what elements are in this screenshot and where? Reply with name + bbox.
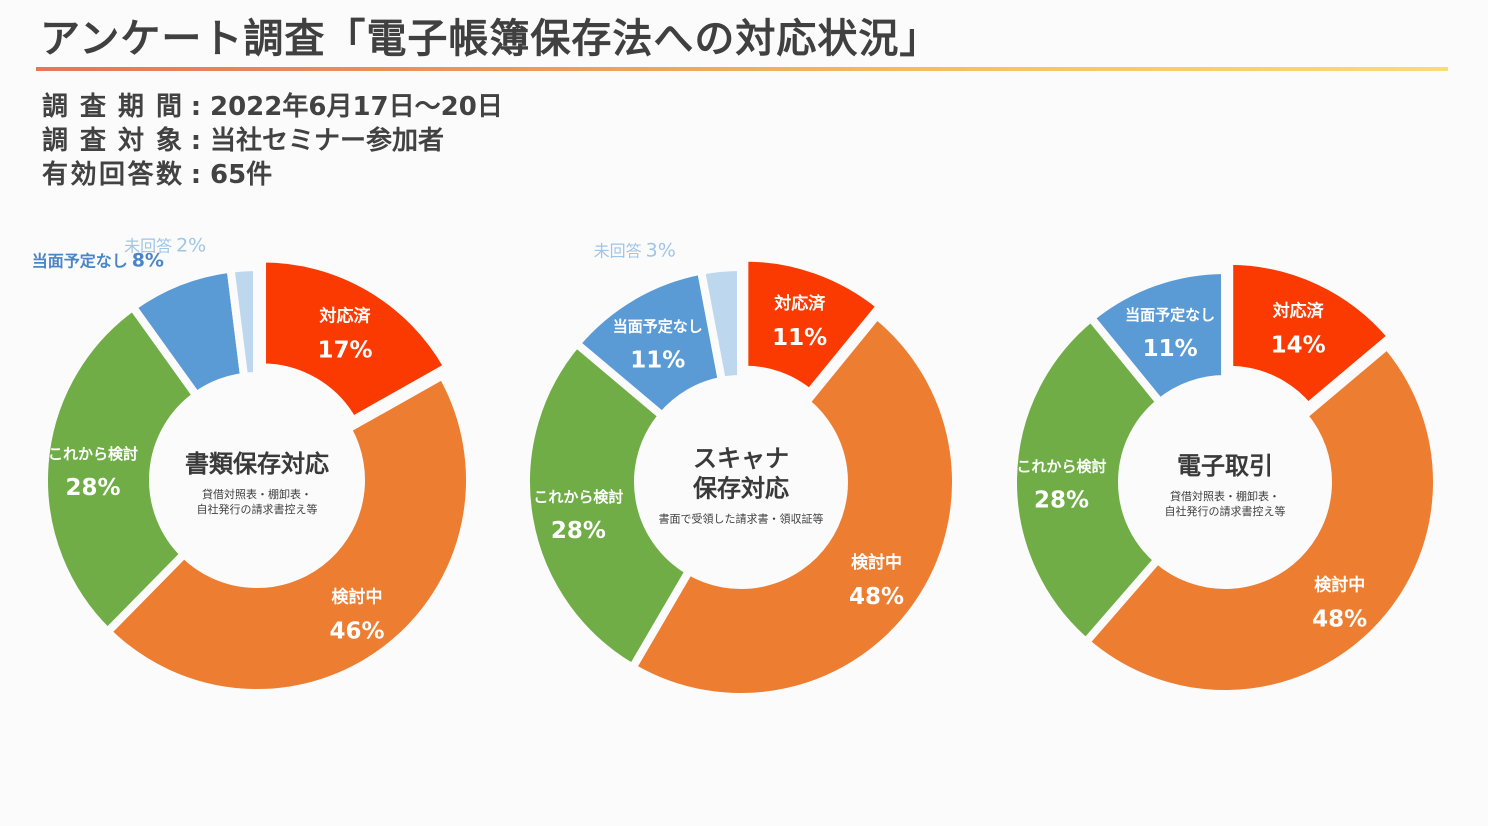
survey-target-sep: : xyxy=(190,126,202,156)
page-title: アンケート調査「電子帳簿保存法への対応状況」 xyxy=(40,16,941,62)
slice-5 xyxy=(697,263,745,385)
survey-count-sep: : xyxy=(190,160,202,190)
slice-value: 48% xyxy=(1312,607,1367,633)
survey-period-row: 調査期間 : 2022年6月17日〜20日 xyxy=(42,90,503,124)
slice-5 xyxy=(226,263,261,381)
slice-value: 11% xyxy=(630,348,685,374)
slice-value: 3% xyxy=(646,239,676,261)
slice-3 xyxy=(40,302,201,636)
survey-target-label: 調査対象 xyxy=(42,126,182,156)
center-title: スキャナ xyxy=(693,445,789,473)
slice-value: 48% xyxy=(849,584,904,610)
center-title: 書類保存対応 xyxy=(185,450,329,478)
slice-4 xyxy=(1086,266,1229,407)
slice-value: 14% xyxy=(1271,333,1326,359)
slice-label: 対応済 xyxy=(1272,301,1325,322)
survey-target-row: 調査対象 : 当社セミナー参加者 xyxy=(42,124,503,158)
center-subtitle: 貸借対照表・棚卸表・ xyxy=(202,487,312,501)
slice-value: 11% xyxy=(1143,336,1198,362)
slice-label: 検討中 xyxy=(331,587,382,608)
slice-label: 対応済 xyxy=(319,305,372,326)
slice-label: 検討中 xyxy=(851,552,902,573)
slice-value: 8% xyxy=(132,249,164,271)
slice-1 xyxy=(740,253,885,397)
slice-value: 28% xyxy=(65,475,120,501)
donut-chart-1: 対応済 17% 検討中 46% これから検討 28% 当面予定なし 8%未回答 2% 書類保存対応… xyxy=(32,234,474,697)
slice-3 xyxy=(522,339,694,672)
survey-count-value: 65件 xyxy=(210,160,273,190)
slice-label: これから検討 xyxy=(48,445,138,463)
donut-chart-2: 対応済 11% 検討中 48% これから検討 28% 当面予定なし 11% 未回答 3% スキャナ保… xyxy=(522,239,960,701)
center-title: 保存対応 xyxy=(692,475,789,503)
slice-value: 28% xyxy=(1034,487,1089,513)
survey-period-label: 調査期間 xyxy=(42,92,182,122)
slice-value: 2% xyxy=(176,234,206,256)
survey-period-value: 2022年6月17日〜20日 xyxy=(210,92,503,122)
center-subtitle: 自社発行の請求書控え等 xyxy=(197,502,318,516)
slice-value: 46% xyxy=(329,619,384,645)
slice-value: 28% xyxy=(551,518,606,544)
center-subtitle: 書面で受領した請求書・領収証等 xyxy=(659,512,824,526)
slice-label: 当面予定なし xyxy=(32,251,128,270)
slice-2 xyxy=(103,371,474,697)
survey-count-label: 有効回答数 xyxy=(42,160,182,190)
center-subtitle: 自社発行の請求書控え等 xyxy=(1165,504,1286,518)
title-divider xyxy=(36,67,1448,71)
slice-label: 未回答 xyxy=(594,241,642,260)
donut-chart-3: 対応済 14% 検討中 48% これから検討 28% 当面予定なし 11% 電子取引貸借対照表・… xyxy=(1009,256,1441,698)
slice-label: 対応済 xyxy=(773,293,826,314)
center-title: 電子取引 xyxy=(1177,452,1273,480)
center-subtitle: 貸借対照表・棚卸表・ xyxy=(1170,489,1280,503)
slice-label: 当面予定なし xyxy=(1125,306,1215,324)
slice-1 xyxy=(258,254,452,425)
slice-2 xyxy=(628,311,960,701)
survey-target-value: 当社セミナー参加者 xyxy=(210,126,445,156)
slice-value: 11% xyxy=(772,325,827,351)
slice-label: これから検討 xyxy=(533,488,623,506)
slice-2 xyxy=(1081,341,1441,698)
slice-label: 未回答 xyxy=(124,236,172,255)
survey-count-row: 有効回答数 : 65件 xyxy=(42,158,503,192)
slice-label: これから検討 xyxy=(1017,457,1107,475)
survey-info: 調査期間 : 2022年6月17日〜20日 調査対象 : 当社セミナー参加者 有… xyxy=(42,90,503,192)
slice-3 xyxy=(1009,313,1164,647)
slice-label: 当面予定なし xyxy=(613,318,703,336)
slice-value: 17% xyxy=(318,337,373,363)
slice-label: 検討中 xyxy=(1314,575,1365,596)
survey-period-sep: : xyxy=(190,92,202,122)
slice-1 xyxy=(1225,256,1396,411)
